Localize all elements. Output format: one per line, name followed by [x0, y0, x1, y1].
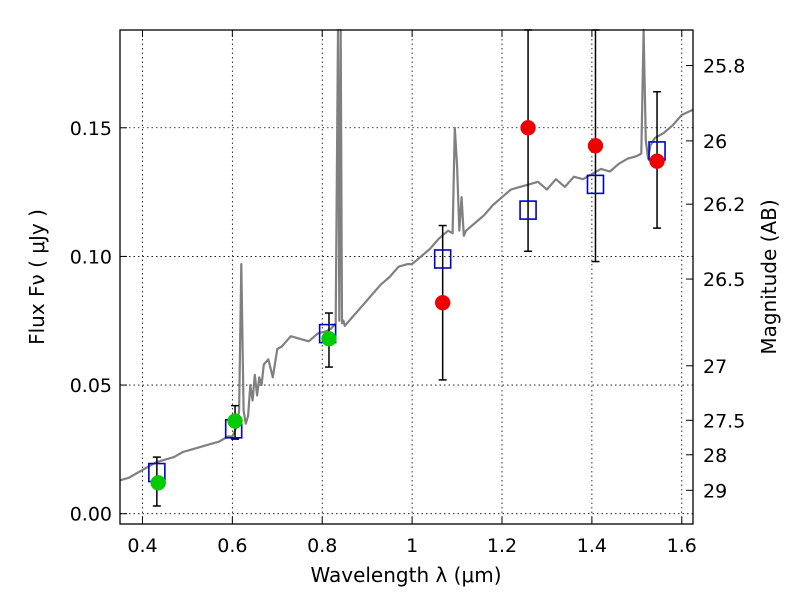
observed-photometry-point: [321, 331, 337, 347]
y2-tick-label: 29: [703, 480, 727, 502]
x-tick-label: 0.4: [127, 535, 157, 557]
observed-photometry-point: [227, 413, 243, 429]
y2-tick-label: 28: [703, 445, 727, 467]
y-tick-label: 0.15: [70, 118, 112, 140]
y2-tick-label: 26: [703, 131, 727, 153]
model-photometry-square: [433, 249, 452, 269]
x-tick-label: 1.6: [667, 535, 697, 557]
tick-labels: 0.4 0.6 0.8 1 1.2 1.4 1.6 0.00 0.05 0.10 0.15 25.8 2…: [70, 56, 746, 557]
observed-photometry-point: [150, 475, 166, 491]
y-tick-label: 0.05: [70, 375, 112, 397]
plot-background: [120, 30, 693, 524]
plot-frame: [119, 29, 694, 525]
x-tick-label: 0.6: [217, 535, 247, 557]
y-axis-title: Flux Fν ( μJy ): [25, 209, 49, 345]
y2-axis-title: Magnitude (AB): [757, 199, 781, 354]
x-tick-label: 1: [406, 535, 418, 557]
observed-photometry-point: [587, 138, 604, 154]
y-tick-label: 0.10: [70, 246, 112, 268]
model-photometry-square: [519, 200, 537, 220]
y2-tick-label: 26.5: [703, 269, 745, 291]
y2-tick-label: 26.2: [703, 194, 745, 216]
x-tick-label: 1.4: [577, 535, 607, 557]
y2-tick-label: 27.5: [703, 410, 745, 432]
x-axis-title: Wavelength λ (μm): [310, 563, 501, 587]
x-tick-label: 0.8: [307, 535, 337, 557]
grid-lines: [120, 30, 693, 524]
observed-photometry-points: [150, 120, 665, 491]
model-photometry-squares: [148, 141, 666, 483]
y2-tick-label: 25.8: [703, 56, 745, 78]
x-tick-label: 1.2: [487, 535, 517, 557]
y2-tick-label: 27: [703, 356, 727, 378]
observed-photometry-point: [434, 294, 451, 311]
y-tick-label: 0.00: [70, 504, 112, 526]
model-photometry-square: [586, 174, 605, 195]
observed-photometry-point: [649, 153, 665, 169]
axis-ticks: [120, 30, 693, 524]
observed-photometry-point: [520, 120, 536, 136]
